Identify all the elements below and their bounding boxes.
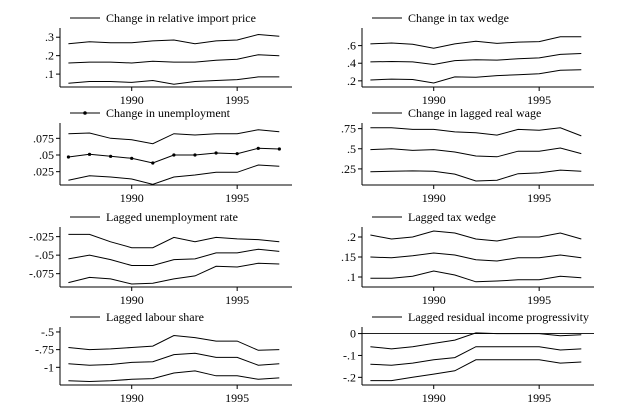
x-tick-label: 1995 (527, 93, 551, 107)
series-point (214, 151, 218, 155)
x-tick-label: 1990 (120, 293, 144, 307)
series-line-1 (68, 33, 280, 45)
y-tick-label: .05 (39, 148, 54, 162)
y-tick-label: .3 (45, 30, 54, 44)
series-line-1 (68, 129, 280, 145)
y-tick-label: .075 (33, 131, 54, 145)
series-line-3 (68, 262, 280, 285)
x-tick-label: 1995 (225, 391, 249, 405)
chart-panel-4: .25 .5 .75 1990 1995 Change in lagged real wa… (341, 106, 594, 205)
y-tick-label: -1 (44, 360, 54, 374)
series-line-1 (370, 36, 582, 49)
chart-panel-6: .1 .15 .2 1990 1995 Lagged tax wedge (341, 210, 594, 307)
y-tick-label: -.1 (343, 348, 356, 362)
series-point (87, 152, 92, 156)
y-tick-label: -.5 (41, 325, 54, 339)
series-line-3 (68, 164, 280, 185)
x-tick-label: 1990 (422, 293, 446, 307)
legend-label: Lagged labour share (106, 310, 204, 324)
series-point (193, 153, 197, 157)
legend-label: Change in tax wedge (408, 11, 509, 25)
x-tick-label: 1990 (120, 191, 144, 205)
x-tick-label: 1995 (225, 93, 249, 107)
x-tick-label: 1995 (225, 191, 249, 205)
chart-panel-2: .2 .4 .6 1990 1995 Change in tax wedge (347, 11, 594, 107)
x-tick-label: 1990 (120, 93, 144, 107)
legend-dot-marker (83, 111, 87, 115)
series-line-3 (68, 76, 280, 85)
y-tick-label: 0 (350, 327, 356, 341)
y-tick-label: .25 (341, 162, 356, 176)
y-tick-label: -.2 (343, 370, 356, 384)
x-tick-label: 1995 (527, 293, 551, 307)
y-tick-label: .4 (347, 56, 356, 70)
y-tick-label: -.75 (35, 343, 54, 357)
y-tick-label: .6 (347, 39, 356, 53)
legend-label: Lagged residual income progressivity (408, 310, 589, 324)
y-tick-label: -.075 (29, 267, 54, 281)
x-tick-label: 1995 (527, 391, 551, 405)
legend-label: Change in unemployment (106, 106, 231, 120)
series-line-1 (370, 332, 582, 350)
series-line-2 (68, 352, 280, 366)
series-line-2 (370, 53, 582, 66)
chart-panel-5: -.075 -.05 -.025 1990 1995 Lagged unemploymen… (29, 210, 292, 307)
series-line-3 (370, 359, 582, 382)
y-tick-label: .2 (347, 74, 356, 88)
y-tick-label: .2 (45, 49, 54, 63)
x-tick-label: 1990 (422, 93, 446, 107)
series-point (66, 155, 71, 159)
y-tick-label: .75 (341, 122, 356, 136)
series-line-2 (68, 54, 280, 64)
x-tick-label: 1990 (422, 391, 446, 405)
chart-panel-1: .1 .2 .3 1990 1995 Change in relative import … (45, 11, 292, 107)
series-line-1 (370, 127, 582, 137)
series-line-1 (68, 334, 280, 351)
series-line-2 (370, 147, 582, 158)
chart-panel-3: .025 .05 .075 1990 1995 Change in unemploymen… (33, 106, 292, 205)
y-tick-label: -.05 (35, 248, 54, 262)
y-tick-label: .1 (347, 270, 356, 284)
y-tick-label: .15 (341, 250, 356, 264)
series-line-1 (370, 230, 582, 242)
series-line-1 (68, 233, 280, 249)
series-point (151, 161, 155, 165)
y-tick-label: -.025 (29, 230, 54, 244)
series-line-2 (370, 346, 582, 366)
y-tick-label: .5 (347, 142, 356, 156)
series-point (130, 156, 134, 160)
x-tick-label: 1995 (527, 191, 551, 205)
series-point (277, 147, 281, 151)
chart-panel-7: -1 -.75 -.5 1990 1995 Lagged labour share (35, 310, 292, 405)
legend-label: Lagged unemployment rate (106, 210, 238, 224)
series-point (109, 154, 113, 158)
x-tick-label: 1995 (225, 293, 249, 307)
series-line-3 (370, 69, 582, 84)
x-tick-label: 1990 (120, 391, 144, 405)
series-line-3 (370, 270, 582, 283)
series-line-3 (68, 370, 280, 383)
legend-label: Change in lagged real wage (408, 106, 541, 120)
series-point (235, 152, 239, 156)
series-point (172, 153, 176, 157)
chart-panel-8: -.2 -.1 0 1990 1995 Lagged residual income pr… (343, 310, 594, 405)
legend-label: Change in relative import price (106, 11, 256, 25)
legend-label: Lagged tax wedge (408, 210, 496, 224)
series-line-2 (68, 248, 280, 266)
series-line-2 (370, 252, 582, 262)
x-tick-label: 1990 (422, 191, 446, 205)
y-tick-label: .1 (45, 67, 54, 81)
y-tick-label: .025 (33, 165, 54, 179)
y-tick-label: .2 (347, 230, 356, 244)
series-point (256, 146, 260, 150)
series-line-3 (370, 169, 582, 182)
